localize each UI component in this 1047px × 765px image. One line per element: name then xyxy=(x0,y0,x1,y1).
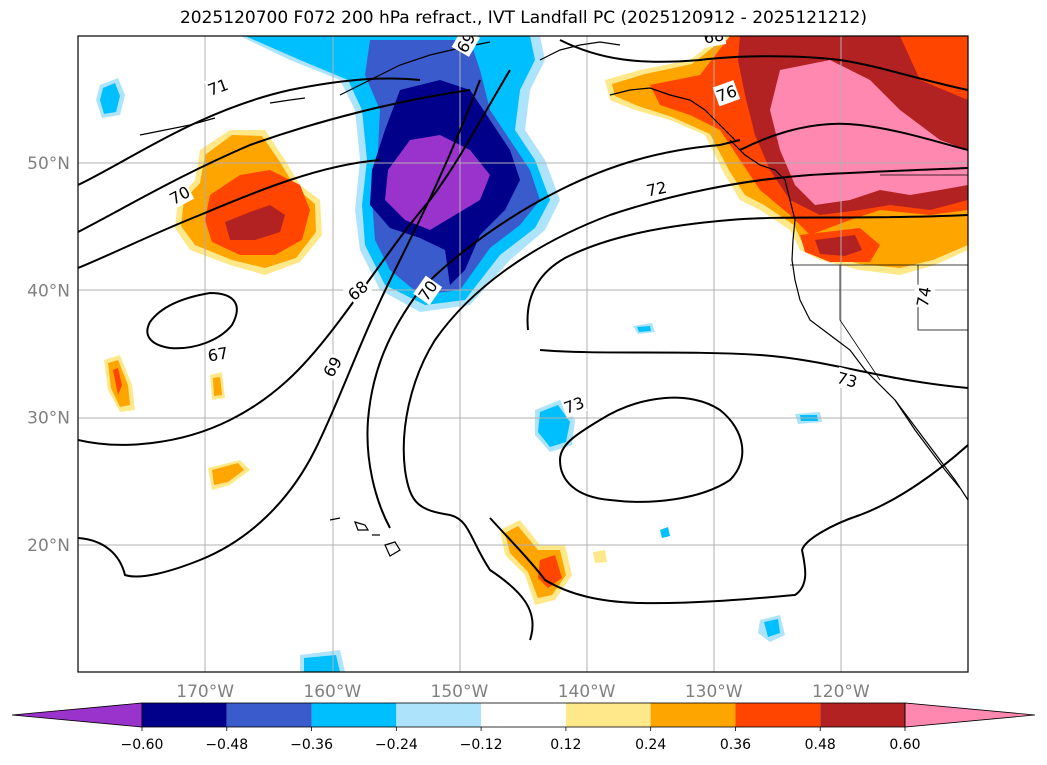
colorbar-swatch xyxy=(226,703,312,727)
svg-text:72: 72 xyxy=(645,178,669,201)
map-frame xyxy=(77,35,969,673)
colorbar-tick-label: −0.12 xyxy=(460,737,503,753)
contour-label: 73 xyxy=(834,366,861,392)
lon-tick-label: 150°W xyxy=(431,682,489,702)
svg-text:68: 68 xyxy=(702,25,725,47)
colorbar-swatch xyxy=(142,703,227,727)
colorbar-min-extend xyxy=(11,702,143,728)
svg-text:74: 74 xyxy=(913,285,935,308)
colorbar-swatch xyxy=(396,703,482,727)
colorbar-swatch xyxy=(481,703,566,727)
contour-label: 72 xyxy=(643,176,670,201)
colorbar-tick-label: −0.36 xyxy=(290,737,333,753)
colorbar-swatch xyxy=(735,703,821,727)
contour-label: 68 xyxy=(701,25,727,48)
colorbar-tick-label: 0.60 xyxy=(889,737,920,753)
svg-text:67: 67 xyxy=(206,343,229,365)
shaded-field xyxy=(96,36,968,672)
colorbar-tick-label: −0.48 xyxy=(205,737,248,753)
lon-tick-label: 140°W xyxy=(558,682,616,702)
contour-label: 74 xyxy=(911,284,936,310)
coastlines xyxy=(139,41,968,557)
colorbar-swatch xyxy=(650,703,736,727)
colorbar-swatch xyxy=(820,703,905,727)
refractivity-contours xyxy=(78,39,968,641)
colorbar-tick-label: 0.24 xyxy=(635,737,666,753)
contour-label: 67 xyxy=(205,342,231,366)
longitude-labels: 170°W 160°W 150°W 140°W 130°W 120°W xyxy=(176,682,870,702)
lon-tick-label: 170°W xyxy=(176,682,234,702)
colorbar-swatch xyxy=(311,703,397,727)
lon-tick-label: 120°W xyxy=(812,682,870,702)
lat-tick-label: 50°N xyxy=(27,154,70,174)
lat-tick-label: 30°N xyxy=(27,409,70,429)
contour-label: 71 xyxy=(204,73,232,101)
colorbar-tick-label: −0.60 xyxy=(121,737,164,753)
svg-text:73: 73 xyxy=(835,368,860,392)
map-title: 2025120700 F072 200 hPa refract., IVT La… xyxy=(179,8,867,28)
colorbar-tick-label: 0.36 xyxy=(720,737,751,753)
colorbar: −0.60 −0.48 −0.36 −0.24 −0.12 0.12 0.24 0.36 0.4… xyxy=(11,702,1036,753)
colorbar-tick-label: 0.48 xyxy=(805,737,836,753)
lat-tick-label: 20°N xyxy=(27,536,70,556)
colorbar-tick-label: 0.12 xyxy=(550,737,581,753)
latitude-labels: 20°N 30°N 40°N 50°N xyxy=(27,154,70,556)
lat-tick-label: 40°N xyxy=(27,281,70,301)
contour-label: 76 xyxy=(712,80,741,107)
lon-tick-label: 130°W xyxy=(685,682,743,702)
colorbar-max-extend xyxy=(904,702,1036,728)
colorbar-swatch xyxy=(565,703,651,727)
lon-tick-label: 160°W xyxy=(303,682,361,702)
colorbar-tick-label: −0.24 xyxy=(375,737,418,753)
